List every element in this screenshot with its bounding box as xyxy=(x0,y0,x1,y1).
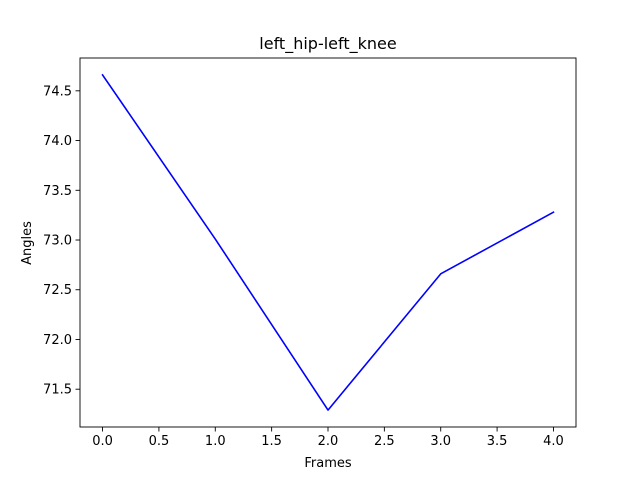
y-tick-label: 71.5 xyxy=(43,383,72,398)
x-tick-label: 2.0 xyxy=(318,434,339,449)
y-tick-label: 74.0 xyxy=(43,134,72,149)
plot-layer: 0.0 0.5 1.0 1.5 2.0 2.5 3.0 3.5 4.0 71.5 72.0 72.5 7… xyxy=(43,57,577,449)
x-tick-label: 3.0 xyxy=(430,434,451,449)
x-tick-label: 0.5 xyxy=(149,434,170,449)
y-tick-label: 72.0 xyxy=(43,333,72,348)
series-line xyxy=(101,73,555,411)
y-tick-label: 73.5 xyxy=(43,184,72,199)
y-axis-label: Angles xyxy=(20,221,35,265)
x-tick-label: 4.0 xyxy=(543,434,564,449)
x-tick-label: 0.0 xyxy=(92,434,113,449)
x-tick-label: 1.0 xyxy=(205,434,226,449)
y-tick-label: 74.5 xyxy=(43,84,72,99)
chart-title: left_hip-left_knee xyxy=(259,34,396,54)
x-axis-label: Frames xyxy=(304,456,352,471)
y-tick-label: 72.5 xyxy=(43,283,72,298)
x-tick-label: 3.5 xyxy=(487,434,508,449)
y-tick-label: 73.0 xyxy=(43,234,72,249)
x-tick-label: 2.5 xyxy=(374,434,395,449)
x-tick-label: 1.5 xyxy=(261,434,282,449)
